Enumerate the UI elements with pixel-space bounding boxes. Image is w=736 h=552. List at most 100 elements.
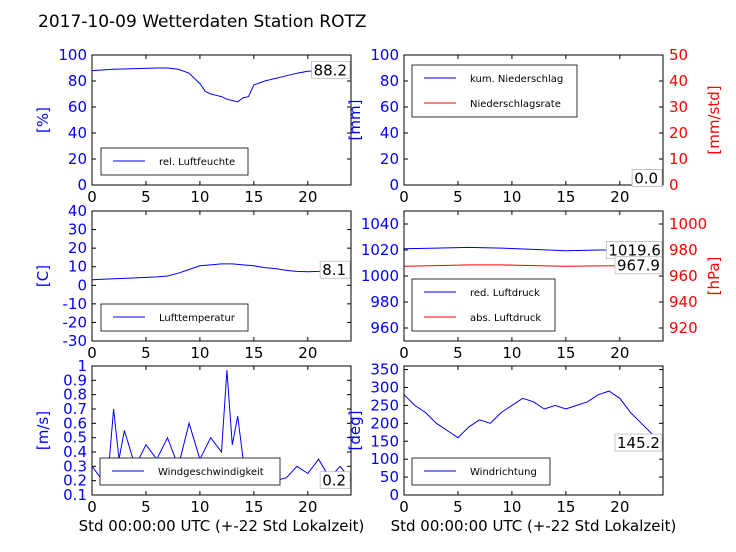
value-label: 1019.6 [608, 242, 661, 260]
y-right-tick-label: 0 [669, 176, 679, 194]
y-tick-label: 40 [68, 202, 87, 220]
axes-frame [403, 365, 664, 496]
x-tick-label: 5 [141, 188, 151, 206]
y-right-axis-label: [mm/std] [705, 85, 723, 154]
y-right-axis-label: [hPa] [705, 257, 723, 296]
y-tick-label: 40 [380, 124, 399, 142]
x-tick-label: 15 [556, 498, 575, 516]
axes-frame [91, 54, 352, 186]
x-axis-label: Std 00:00:00 UTC (+-22 Std Lokalzeit) [79, 517, 365, 535]
y-right-tick-label: 50 [669, 46, 688, 64]
x-tick-label: 5 [453, 188, 463, 206]
y-right-tick-label: 20 [669, 124, 688, 142]
legend-box [411, 64, 578, 118]
y-tick-label: 960 [370, 319, 399, 337]
x-axis-label: Std 00:00:00 UTC (+-22 Std Lokalzeit) [391, 517, 677, 535]
legend-entry: Windgeschwindigkeit [158, 467, 264, 478]
y-right-tick-label: 960 [669, 267, 698, 285]
value-label: 0.2 [322, 472, 346, 490]
legend-entry: kum. Niederschlag [470, 74, 563, 85]
x-tick-label: 5 [453, 344, 463, 362]
y-tick-label: 0.5 [63, 429, 87, 447]
page-title: 2017-10-09 Wetterdaten Station ROTZ [38, 12, 367, 32]
y-tick-label: 100 [370, 450, 399, 468]
x-tick-label: 15 [244, 344, 263, 362]
x-tick-label: 20 [298, 344, 317, 362]
panel-temperature: 0 5 10 15 20-30-20-10010203040[C]Lufttempera… [34, 202, 352, 362]
value-label: 145.2 [617, 434, 660, 452]
legend-entry: Lufttemperatur [159, 313, 236, 324]
x-tick-label: 10 [502, 498, 521, 516]
y-tick-label: 80 [68, 72, 87, 90]
x-tick-label: 15 [244, 188, 263, 206]
y-tick-label: 30 [68, 221, 87, 239]
y-tick-label: 0 [389, 486, 399, 504]
y-right-tick-label: 920 [669, 319, 698, 337]
y-tick-label: 60 [68, 98, 87, 116]
value-label-box [319, 471, 351, 490]
y-tick-label: 300 [370, 379, 399, 397]
value-label-right-box [631, 169, 663, 187]
value-label-right: 967.9 [617, 257, 660, 275]
x-tick-label: 5 [453, 498, 463, 516]
y-tick-label: 0.3 [63, 457, 87, 475]
y-right-tick-label: 980 [669, 241, 698, 259]
y-tick-label: 0.9 [63, 371, 87, 389]
y-tick-label: 1040 [361, 215, 399, 233]
y-tick-label: 20 [68, 239, 87, 257]
x-tick-label: 10 [190, 188, 209, 206]
y-tick-label: 1020 [361, 241, 399, 259]
x-tick-label: 5 [141, 344, 151, 362]
x-tick-label: 0 [399, 344, 409, 362]
x-tick-label: 10 [502, 188, 521, 206]
y-tick-label: 20 [68, 150, 87, 168]
axes-frame [91, 210, 352, 342]
x-tick-label: 20 [610, 188, 629, 206]
value-label-box [614, 433, 663, 452]
y-axis-label: [mm] [346, 100, 364, 141]
y-right-tick-label: 940 [669, 293, 698, 311]
x-tick-label: 0 [399, 498, 409, 516]
y-tick-label: 60 [380, 98, 399, 116]
series-group [404, 390, 663, 444]
x-tick-label: 0 [87, 188, 97, 206]
panel-precipitation: 0 5 10 15 20 0 20 40 60 80 100 0 10 20 30 40 50 [mm] [mm/s… [346, 46, 723, 206]
x-tick-label: 15 [556, 344, 575, 362]
legend-entry: abs. Luftdruck [470, 313, 541, 324]
y-axis-label: [C] [34, 265, 52, 287]
y-right-tick-label: 1000 [669, 215, 707, 233]
y-tick-label: 100 [58, 46, 87, 64]
x-tick-label: 20 [610, 344, 629, 362]
legend-entry: red. Luftdruck [470, 288, 540, 299]
x-tick-label: 0 [87, 498, 97, 516]
x-tick-label: 15 [244, 498, 263, 516]
y-tick-label: 40 [68, 124, 87, 142]
series-line-1 [92, 263, 351, 281]
legend-box [411, 278, 556, 332]
y-tick-label: 0.7 [63, 400, 87, 418]
value-label-right-box [614, 256, 663, 275]
value-label-box [319, 260, 351, 279]
y-tick-label: 50 [380, 468, 399, 486]
y-tick-label: 0 [77, 276, 87, 294]
legend: Lufttemperatur [100, 303, 249, 332]
y-tick-label: 10 [68, 258, 87, 276]
y-tick-label: 200 [370, 414, 399, 432]
y-tick-label: 1000 [361, 267, 399, 285]
y-tick-label: 150 [370, 432, 399, 450]
x-tick-label: 5 [141, 498, 151, 516]
legend: kum. Niederschlag Niederschlagsrate [411, 64, 578, 118]
y-tick-label: 0.1 [63, 486, 87, 504]
x-tick-label: 10 [190, 498, 209, 516]
axes-frame [403, 54, 664, 186]
x-tick-label: 10 [502, 344, 521, 362]
y-tick-label: -20 [63, 313, 88, 331]
y-axis-label: [m/s] [34, 411, 52, 450]
y-tick-label: 100 [370, 46, 399, 64]
y-axis-label: [%] [34, 107, 52, 133]
series-group [92, 370, 351, 485]
series-group [92, 263, 351, 281]
series-group [92, 67, 351, 103]
legend: Windrichtung [411, 457, 551, 486]
